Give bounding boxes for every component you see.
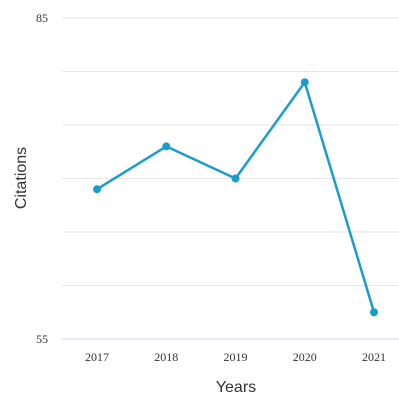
series-line [95,80,376,314]
data-point [162,142,171,151]
data-point [231,174,240,183]
gridlines [62,17,399,286]
x-tick-label: 2018 [154,350,178,364]
y-tick-labels: 85 55 [36,11,48,346]
data-point [300,78,309,87]
data-points [93,78,378,317]
x-axis-title: Years [216,379,256,396]
x-tick-labels: 2017 2018 2019 2020 2021 [85,350,386,364]
data-point [370,308,378,317]
x-tick-label: 2020 [293,350,317,364]
data-point [93,185,101,194]
x-tick-label: 2019 [224,350,248,364]
y-tick-label-min: 55 [36,332,48,346]
y-tick-label-max: 85 [36,11,48,25]
y-axis-title: Citations [13,147,30,209]
x-tick-label: 2017 [85,350,109,364]
x-tick-label: 2021 [362,350,386,364]
